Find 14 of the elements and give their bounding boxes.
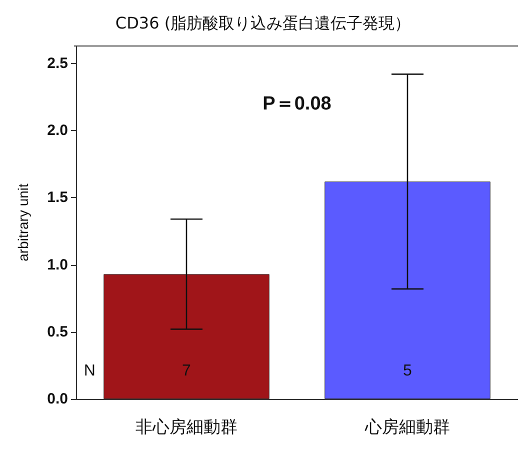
x-tick-label: 非心房細動群 [136,418,238,438]
y-axis-title: arbitrary unit [15,183,31,262]
y-tick-label: 0.0 [47,390,68,408]
annotation: 5 [403,362,412,380]
y-tick-label: 1.0 [47,256,68,274]
annotation: P＝0.08 [262,94,332,114]
annotation: 7 [182,362,192,380]
y-tick-label: 0.5 [47,323,68,340]
y-tick-label: 2.5 [47,54,68,72]
x-tick-label: 心房細動群 [364,418,450,438]
y-tick-label: 1.5 [47,189,68,206]
chart-title: CD36 (脂肪酸取り込み蛋白遺伝子発現） [115,14,411,32]
annotation: N [84,362,96,380]
y-tick-label: 2.0 [47,122,68,140]
